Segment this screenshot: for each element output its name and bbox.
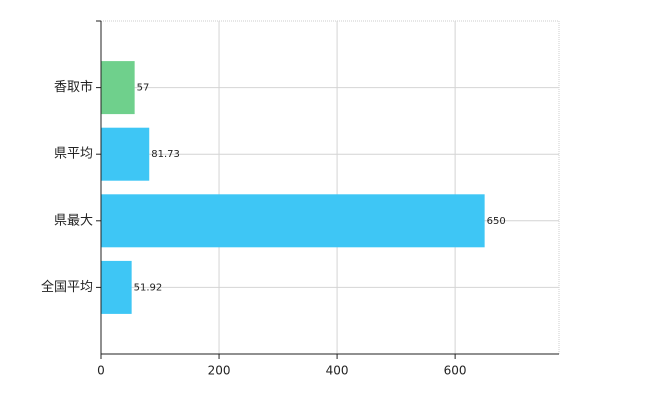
y-tick-label: 県平均: [54, 147, 93, 162]
value-label: 57: [137, 83, 150, 94]
x-tick-label: 200: [208, 364, 231, 378]
x-tick-label: 400: [326, 364, 349, 378]
bar: [101, 127, 150, 181]
value-label: 81.73: [151, 149, 180, 160]
x-tick-label: 0: [97, 364, 105, 378]
bar: [101, 194, 485, 248]
bar: [101, 260, 132, 314]
y-tick-label: 全国平均: [41, 279, 93, 295]
y-tick-label: 香取市: [54, 79, 93, 95]
value-label: 650: [487, 216, 506, 227]
bar: [101, 61, 135, 115]
y-tick-label: 県最大: [54, 213, 93, 228]
x-tick-label: 600: [444, 364, 467, 378]
value-label: 51.92: [134, 282, 163, 293]
